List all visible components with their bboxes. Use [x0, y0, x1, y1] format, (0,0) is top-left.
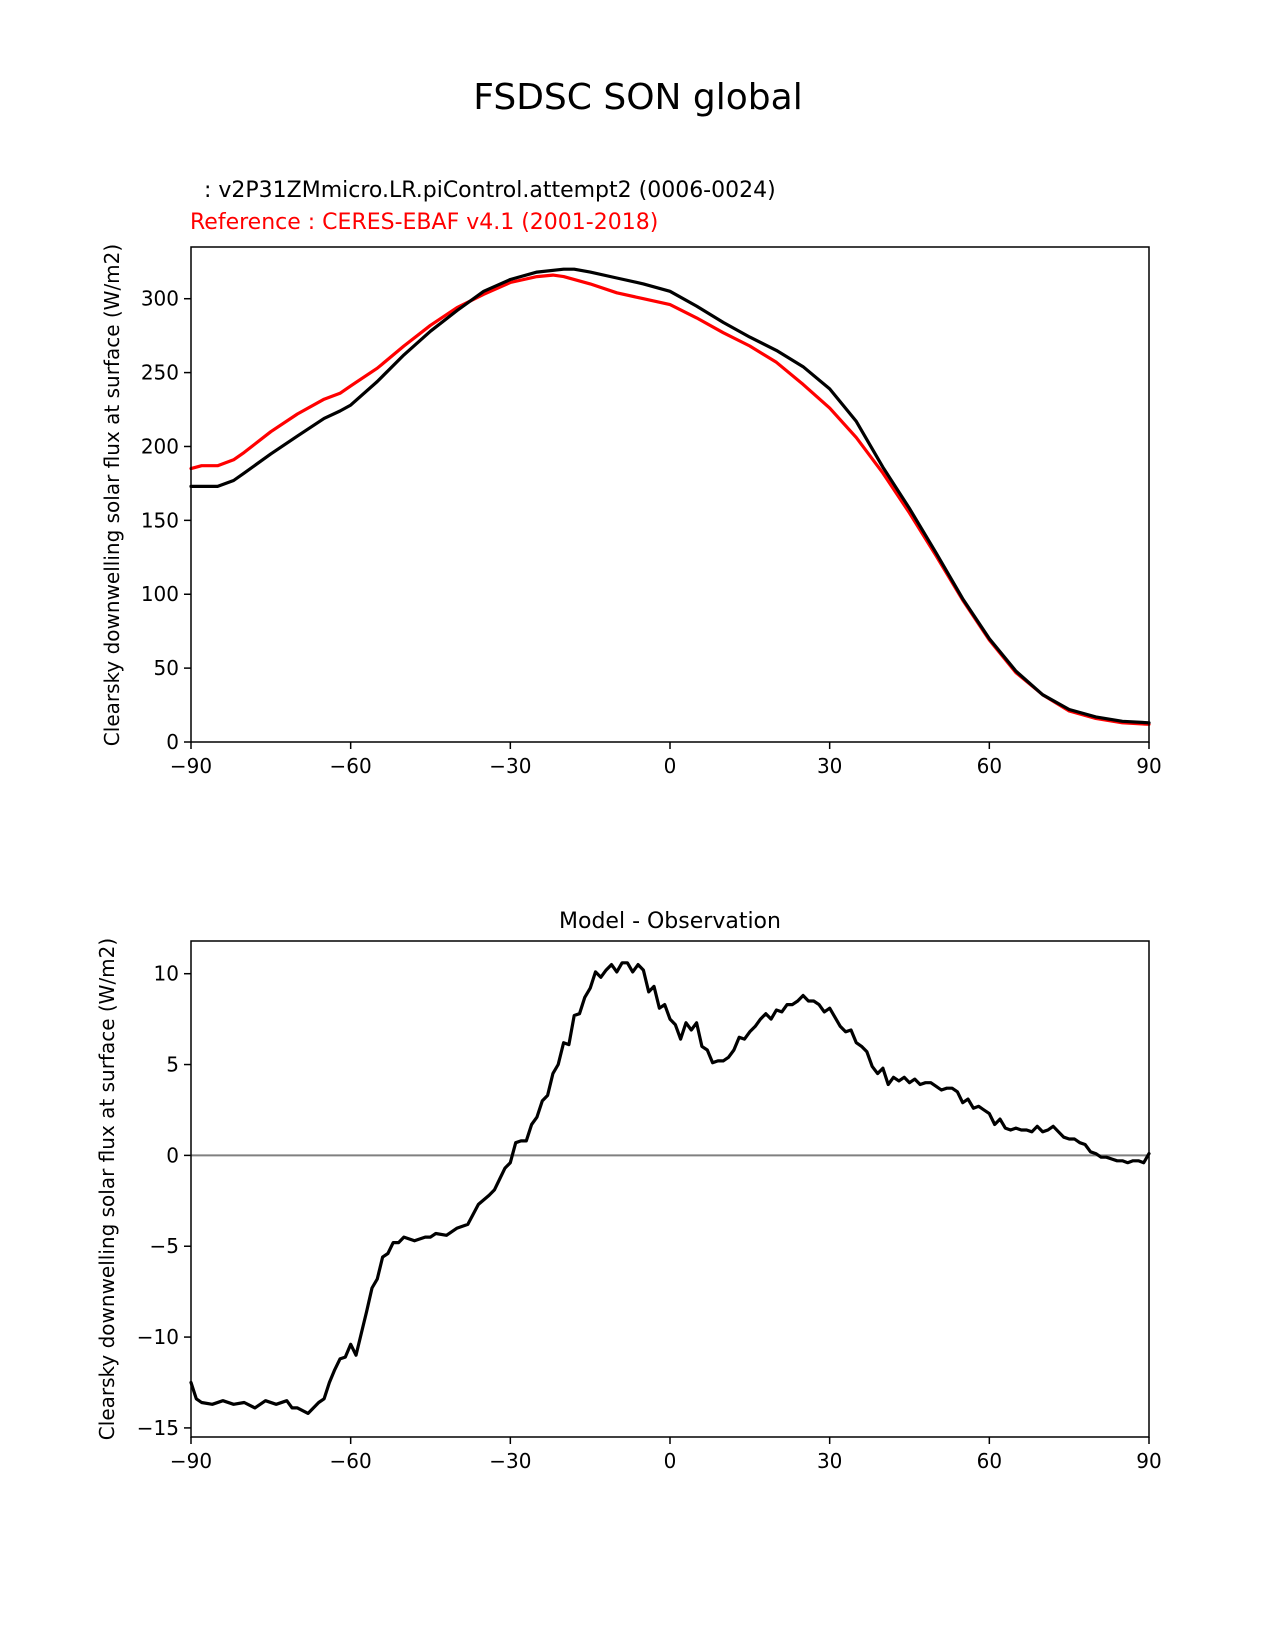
bottom-xtick-label: −90: [170, 1449, 212, 1473]
bottom-xtick-label: 90: [1136, 1449, 1161, 1473]
bottom-axes-frame: [190, 940, 1150, 1438]
bottom-ytick-label: −10: [137, 1325, 179, 1349]
top-lines: [189, 267, 1151, 726]
top-ytick-label: 200: [141, 434, 179, 458]
figure-title: FSDSC SON global: [473, 77, 802, 118]
bottom-xtick-label: −30: [489, 1449, 531, 1473]
top-series-test: [189, 267, 1151, 725]
top-ytick-label: 150: [141, 508, 179, 532]
bottom-xtick-label: 30: [817, 1449, 842, 1473]
bottom-ticks: −90 −60 −30 0 30 60 90 −15 −10 −5 0 5 10: [137, 962, 1162, 1473]
bottom-xtick-label: 0: [664, 1449, 677, 1473]
bottom-xtick-label: −60: [330, 1449, 372, 1473]
bottom-ytick-label: 5: [166, 1053, 179, 1077]
top-xtick-label: 60: [977, 754, 1002, 778]
bottom-ytick-label: −15: [137, 1416, 179, 1440]
top-xtick-label: −90: [170, 754, 212, 778]
top-ytick-label: 300: [141, 287, 179, 311]
top-ytick-label: 100: [141, 582, 179, 606]
bottom-ytick-label: −5: [150, 1234, 179, 1258]
top-xtick-label: 30: [817, 754, 842, 778]
top-xtick-label: 0: [664, 754, 677, 778]
bottom-panel: Model - Observation Clearsky downwelling…: [95, 909, 1162, 1473]
bottom-ylabel: Clearsky downwelling solar flux at surfa…: [95, 938, 119, 1440]
bottom-series-difference: [189, 961, 1151, 1416]
top-ytick-label: 50: [154, 656, 179, 680]
top-axes-frame: [190, 246, 1150, 743]
reference-label: Reference : CERES-EBAF v4.1 (2001-2018): [190, 210, 658, 235]
top-ylabel: Clearsky downwelling solar flux at surfa…: [100, 244, 124, 746]
top-xtick-label: −60: [330, 754, 372, 778]
test-label: : v2P31ZMmicro.LR.piControl.attempt2 (00…: [190, 178, 776, 203]
bottom-xtick-label: 60: [977, 1449, 1002, 1473]
top-ticks: −90 −60 −30 0 30 60 90 0 50 100 150 200 250 300: [141, 287, 1162, 778]
top-panel: : v2P31ZMmicro.LR.piControl.attempt2 (00…: [100, 178, 1162, 778]
top-xtick-label: 90: [1136, 754, 1161, 778]
bottom-ytick-label: 10: [154, 962, 179, 986]
bottom-ytick-label: 0: [166, 1143, 179, 1167]
bottom-title: Model - Observation: [559, 909, 781, 934]
bottom-lines: [189, 961, 1151, 1416]
top-ytick-label: 250: [141, 361, 179, 385]
top-ytick-label: 0: [166, 730, 179, 754]
top-xtick-label: −30: [489, 754, 531, 778]
